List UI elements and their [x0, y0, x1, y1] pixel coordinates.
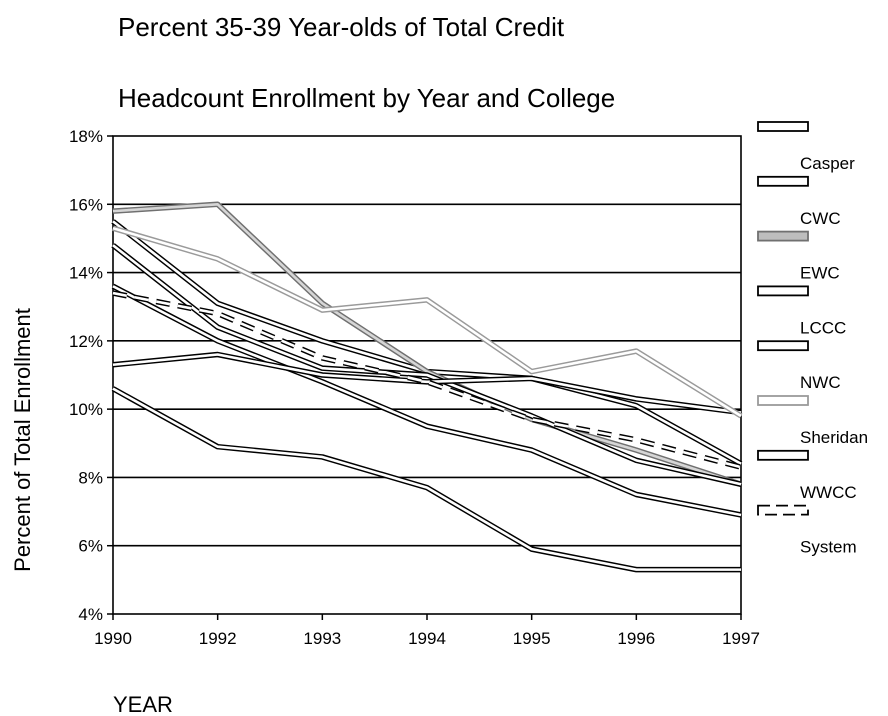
legend-item-casper: Casper: [757, 121, 855, 173]
legend-item-system: System: [757, 504, 857, 557]
legend-swatch: [757, 395, 809, 406]
legend-label: NWC: [800, 373, 841, 392]
x-tick-label: 1996: [617, 629, 655, 648]
legend-item-lccc: LCCC: [757, 285, 846, 337]
legend-item-nwc: NWC: [757, 340, 841, 392]
series-line-outer: [112, 351, 742, 416]
legend-item-wwcc: WWCC: [757, 449, 857, 502]
y-axis: 4% 6% 8% 10% 12% 14% 16% 18%: [69, 127, 113, 624]
series-cwc: [111, 283, 742, 518]
legend-label: LCCC: [800, 318, 846, 337]
x-axis: 1990 1992 1993 1994 1995 1996 1997: [94, 614, 760, 648]
legend-label: Casper: [800, 154, 855, 173]
series-ewc: [112, 201, 742, 487]
x-tick-label: 1995: [513, 629, 551, 648]
series-line-inner: [112, 285, 742, 517]
x-tick-label: 1994: [408, 629, 446, 648]
legend-label: WWCC: [800, 483, 857, 502]
y-tick-label: 16%: [69, 195, 103, 214]
y-tick-label: 12%: [69, 332, 103, 351]
legend-swatch: [757, 504, 809, 516]
legend-swatch: [757, 340, 809, 352]
legend-swatch: [757, 285, 809, 297]
legend-label: EWC: [800, 264, 840, 283]
y-tick-label: 6%: [78, 537, 103, 556]
series-line-inner: [112, 226, 742, 418]
y-tick-label: 14%: [69, 264, 103, 283]
x-tick-label: 1993: [303, 629, 341, 648]
legend-swatch: [757, 175, 809, 187]
legend-swatch: [757, 230, 809, 242]
series-wwcc: [111, 386, 741, 573]
series-sheridan: [112, 225, 743, 419]
y-tick-label: 10%: [69, 400, 103, 419]
series-nwc: [112, 351, 742, 416]
x-axis-title: YEAR: [113, 692, 173, 716]
legend-item-ewc: EWC: [757, 230, 840, 283]
series-lines: [111, 201, 743, 573]
series-line-outer: [111, 386, 741, 573]
series-line-outer: [111, 243, 742, 487]
y-tick-label: 4%: [78, 605, 103, 624]
x-tick-label: 1992: [199, 629, 237, 648]
legend-label: CWC: [800, 209, 841, 228]
legend-label: System: [800, 538, 857, 557]
series-line-inner: [112, 353, 742, 414]
y-axis-title: Percent of Total Enrollment: [10, 308, 35, 572]
legend-swatch: [757, 449, 809, 461]
legend-swatch: [757, 121, 809, 132]
x-tick-label: 1990: [94, 629, 132, 648]
x-tick-label: 1997: [722, 629, 760, 648]
series-lccc: [111, 243, 742, 487]
legend: Casper CWC EWC LCCC NWC Sheridan WWCC System: [757, 121, 868, 557]
legend-label: Sheridan: [800, 428, 868, 447]
chart-title-line-2: Headcount Enrollment by Year and College: [118, 83, 615, 113]
series-line-inner: [112, 387, 741, 571]
series-line-inner: [112, 244, 742, 486]
legend-item-sheridan: Sheridan: [757, 395, 868, 447]
y-tick-label: 8%: [78, 468, 103, 487]
series-line-inner: [112, 202, 742, 486]
chart-title-line-1: Percent 35-39 Year-olds of Total Credit: [118, 12, 565, 42]
legend-item-cwc: CWC: [757, 175, 841, 228]
y-tick-label: 18%: [69, 127, 103, 146]
